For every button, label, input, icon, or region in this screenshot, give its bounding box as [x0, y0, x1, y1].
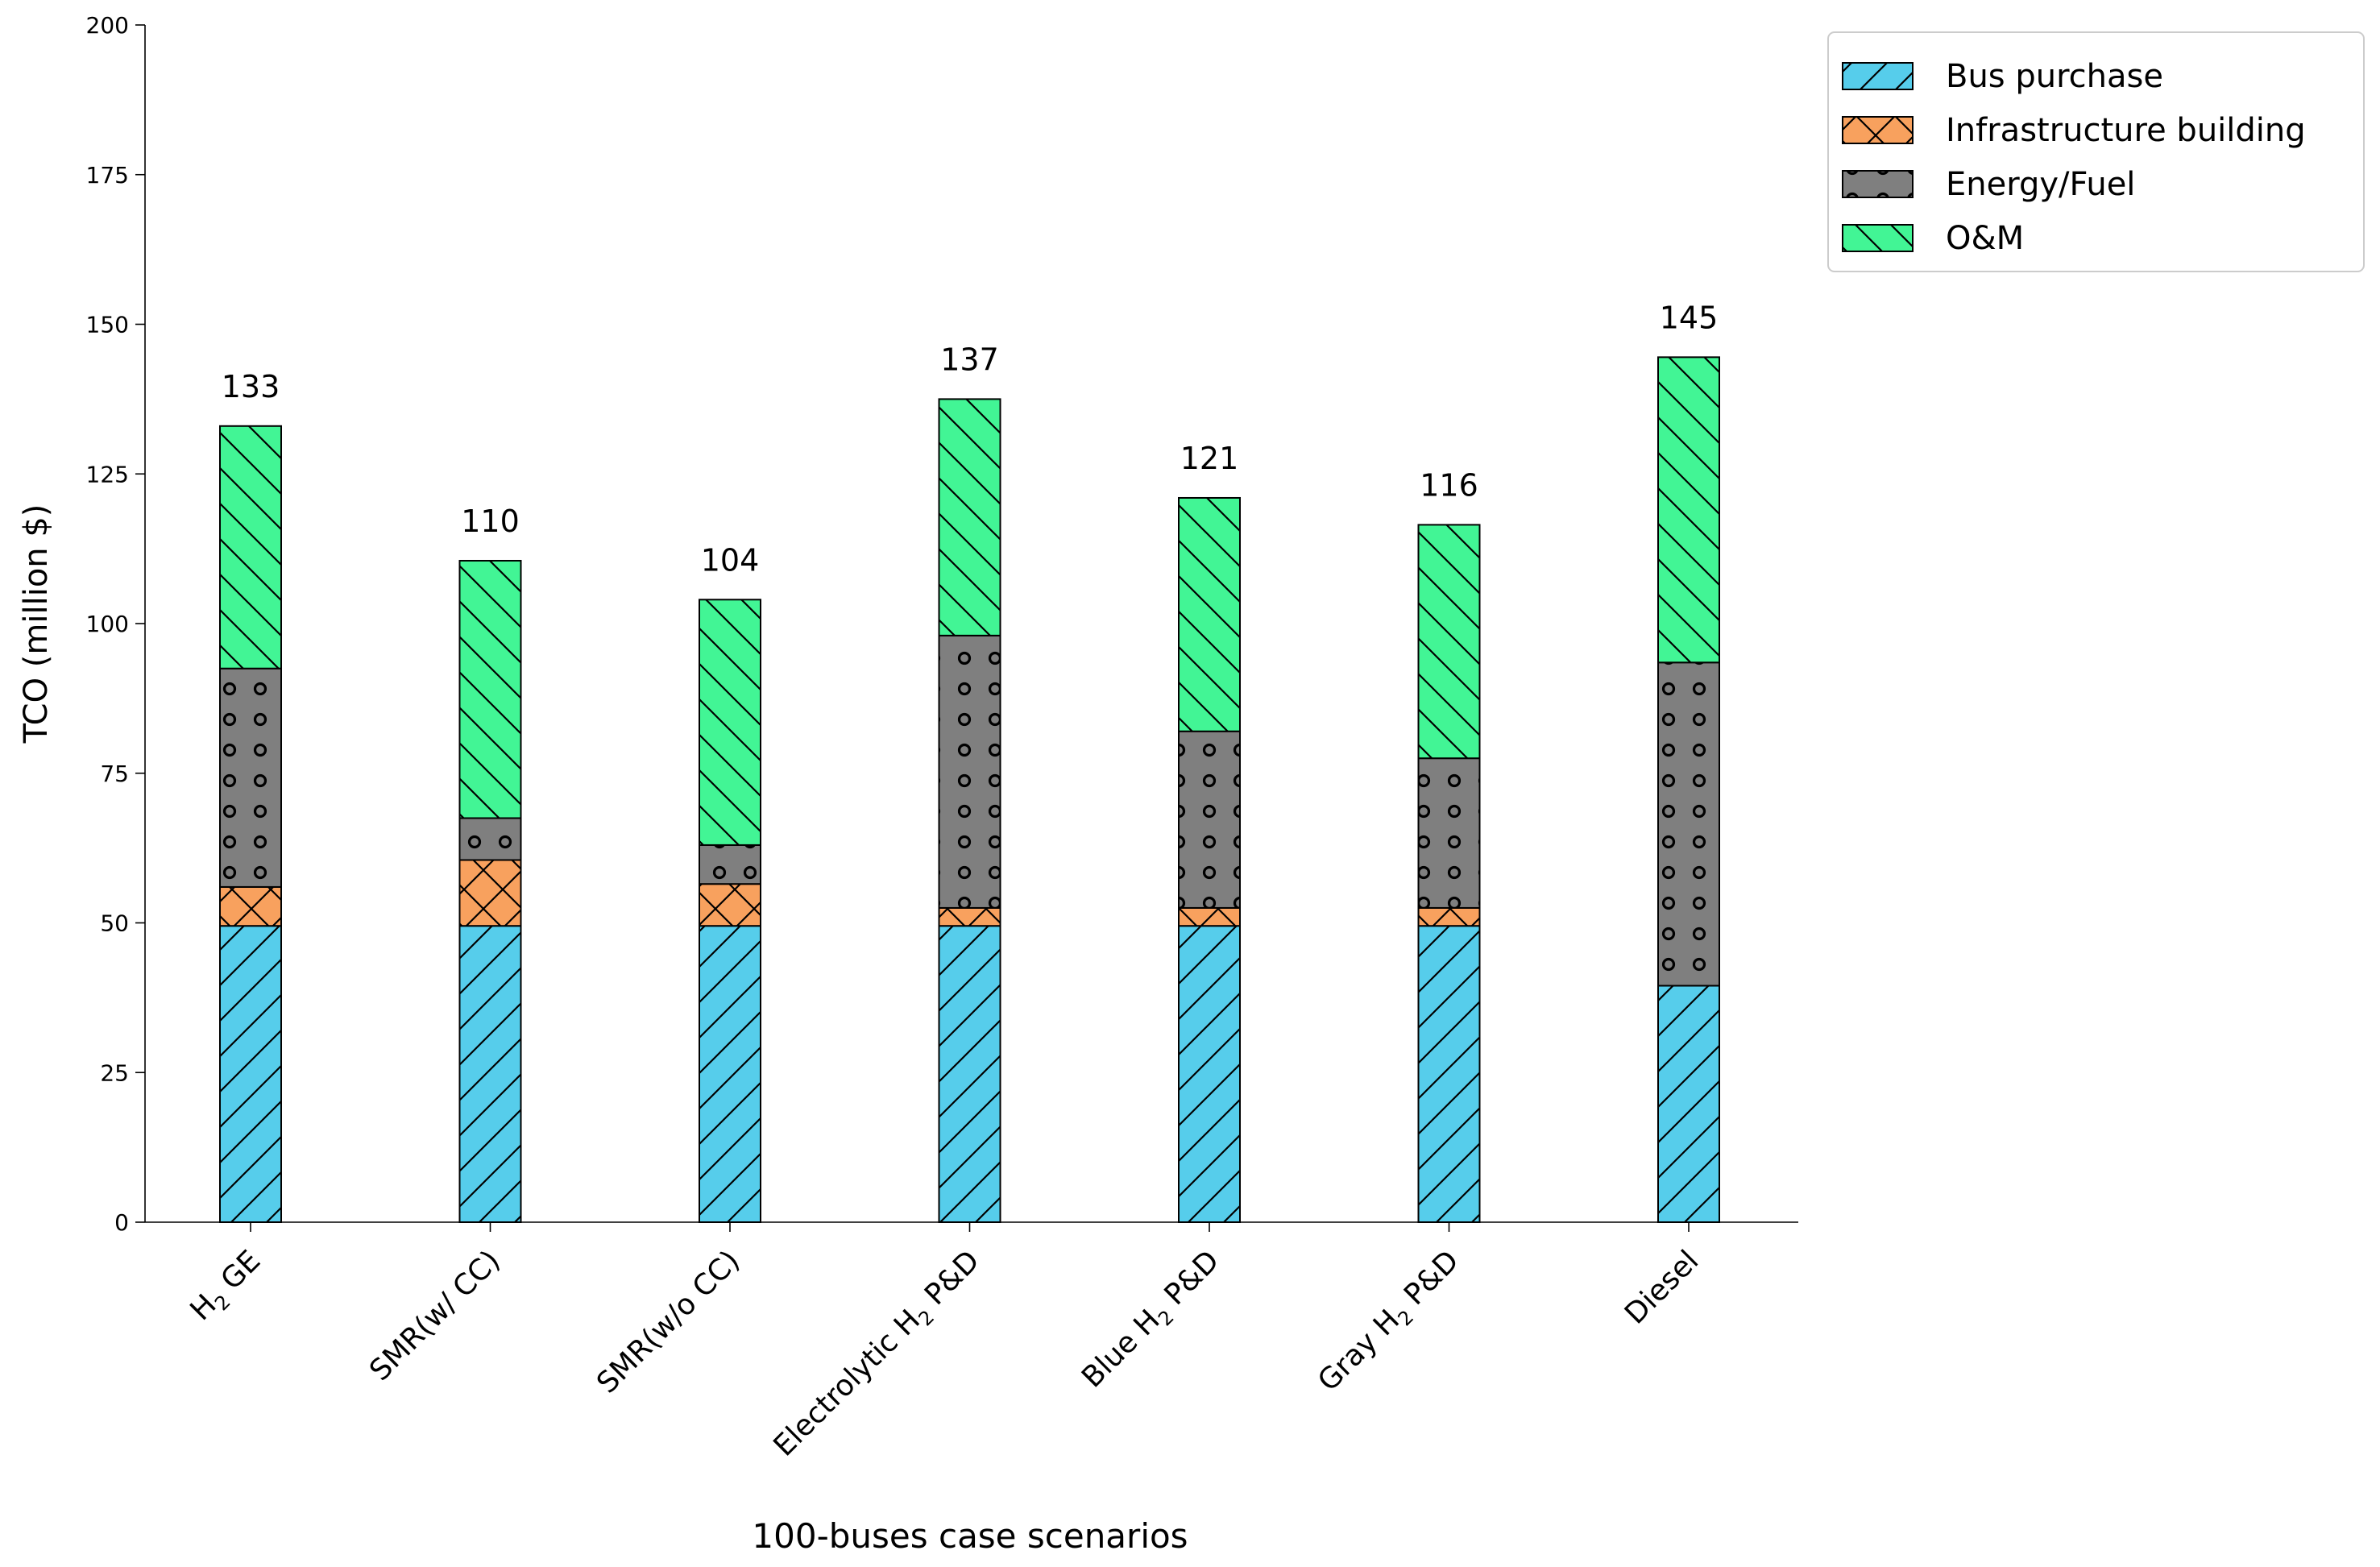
- total-label: 116: [1420, 467, 1478, 503]
- bar-segment-hatch: [1657, 985, 1720, 1223]
- legend-swatch-hatch: [1842, 224, 1914, 252]
- total-label: 104: [701, 542, 760, 578]
- y-tick-label: 0: [114, 1209, 129, 1236]
- bar-segment-hatch: [699, 844, 761, 885]
- x-tick-label: Blue H2 P&D: [1076, 1244, 1229, 1398]
- bar-segment-hatch: [938, 398, 1001, 636]
- y-tick-label: 25: [100, 1059, 129, 1086]
- bar-segment-hatch: [699, 925, 761, 1223]
- bars-group: [219, 356, 1720, 1223]
- legend-swatch-hatch: [1842, 170, 1914, 198]
- x-tick-label: Gray H2 P&D: [1312, 1244, 1469, 1401]
- bar-segment-hatch: [1178, 925, 1241, 1223]
- legend-label-infrastructure-building: Infrastructure building: [1946, 112, 2306, 149]
- legend-frame: [1827, 31, 2365, 272]
- bar-segment-hatch: [219, 885, 282, 927]
- bar-segment-hatch: [458, 817, 522, 861]
- legend-label-bus-purchase: Bus purchase: [1946, 58, 2163, 95]
- x-tick-label-main: Electrolytic H: [767, 1304, 927, 1463]
- bar-segment-hatch: [1657, 661, 1720, 987]
- total-label: 133: [222, 369, 280, 404]
- x-tick-label-main: Gray H: [1312, 1304, 1406, 1398]
- legend-label-o-m: O&M: [1946, 220, 2024, 257]
- legend: Bus purchase Infrastructure building Energ…: [1827, 31, 2365, 272]
- legend-label-energy-fuel: Energy/Fuel: [1946, 166, 2135, 203]
- total-label: 137: [940, 342, 999, 377]
- y-tick-label: 125: [86, 461, 129, 487]
- bar-segment-hatch: [458, 559, 522, 819]
- y-tick-label: 200: [86, 12, 129, 39]
- x-tick-label-main: Diesel: [1619, 1244, 1705, 1330]
- x-axis-ticks: H2 GE SMR(w/ CC) SMR(w/o CC) Electrolytic H…: [185, 1222, 1705, 1466]
- y-tick-label: 50: [100, 910, 129, 937]
- legend-swatch-hatch: [1842, 116, 1914, 144]
- bar-segment-hatch: [219, 925, 282, 1223]
- x-tick-label-main: SMR(w/ CC): [363, 1244, 507, 1387]
- total-labels-group: 133 110 104 137 121 116 145: [222, 300, 1719, 578]
- bar-segment-hatch: [938, 906, 1001, 927]
- bar-segment-hatch: [458, 859, 522, 927]
- bar-segment-hatch: [699, 883, 761, 927]
- y-axis-title: TCO (million $): [18, 504, 55, 744]
- bar-segment-hatch: [1178, 730, 1241, 909]
- bar-segment-hatch: [1178, 906, 1241, 927]
- bar-segment-hatch: [1417, 524, 1481, 760]
- y-tick-label: 75: [100, 761, 129, 787]
- total-label: 145: [1660, 300, 1719, 335]
- x-tick-label: H2 GE: [185, 1244, 271, 1330]
- bar-segment-hatch: [1417, 925, 1481, 1223]
- bar-segment-hatch: [219, 425, 282, 669]
- bar-segment-hatch: [938, 634, 1001, 909]
- bar-segment-hatch: [1417, 757, 1481, 909]
- bar-segment-hatch: [938, 925, 1001, 1223]
- x-tick-label: SMR(w/o CC): [591, 1244, 746, 1399]
- bar-segment-hatch: [1417, 906, 1481, 927]
- x-tick-label-main: SMR(w/o CC): [591, 1244, 746, 1399]
- bar-segment-hatch: [1657, 356, 1720, 664]
- y-tick-label: 150: [86, 312, 129, 338]
- y-tick-label: 100: [86, 611, 129, 637]
- bar-segment-hatch: [1178, 496, 1241, 732]
- total-label: 110: [461, 504, 520, 539]
- legend-swatch-hatch: [1842, 62, 1914, 90]
- x-tick-label: Electrolytic H2 P&D: [767, 1244, 989, 1466]
- total-label: 121: [1180, 441, 1239, 476]
- x-tick-label-main: Blue H: [1076, 1304, 1167, 1395]
- y-tick-label: 175: [86, 162, 129, 189]
- bar-segment-hatch: [458, 925, 522, 1223]
- x-axis-title: 100-buses case scenarios: [752, 1516, 1188, 1556]
- bar-segment-hatch: [219, 667, 282, 888]
- x-tick-label: Diesel: [1619, 1244, 1705, 1330]
- y-axis-ticks: 0 25 50 75 100 125 150 175 200: [86, 12, 145, 1236]
- bar-segment-hatch: [699, 599, 761, 846]
- x-tick-label: SMR(w/ CC): [363, 1244, 507, 1387]
